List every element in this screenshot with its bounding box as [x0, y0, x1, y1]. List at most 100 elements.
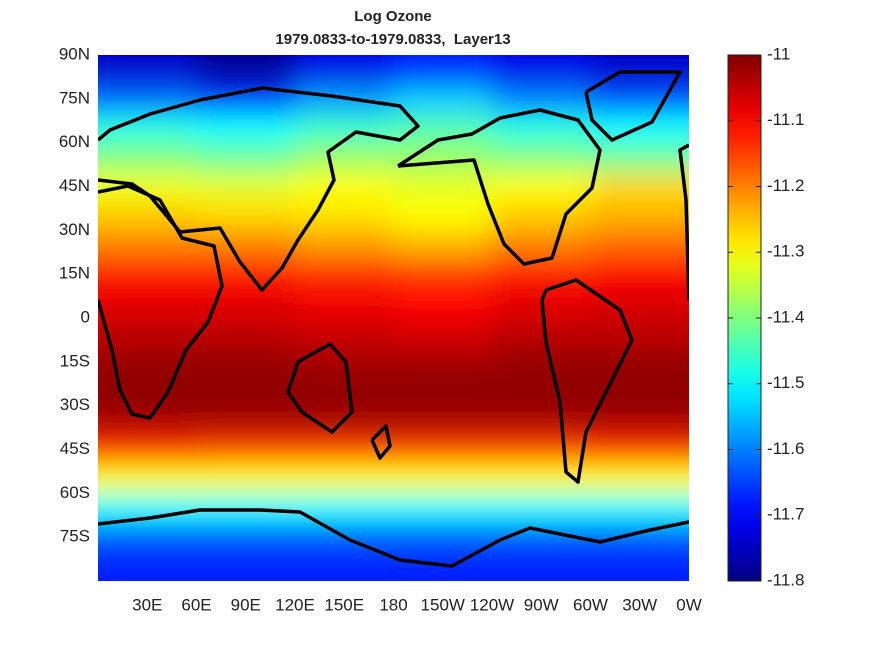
- heat-cell: [98, 464, 198, 495]
- heat-cell: [295, 259, 395, 290]
- heat-cell: [590, 434, 689, 466]
- heat-cell: [196, 259, 296, 290]
- heat-cell: [196, 405, 296, 436]
- y-tick-label: 45S: [60, 439, 90, 458]
- x-tick-label: 90W: [524, 595, 559, 614]
- heat-cell: [393, 259, 493, 290]
- heat-cell: [295, 171, 395, 203]
- heat-cell: [98, 522, 198, 553]
- heat-cell: [492, 376, 592, 407]
- heat-cell: [492, 493, 592, 524]
- heat-cell: [196, 464, 296, 495]
- heat-cell: [492, 318, 592, 349]
- coastline: [584, 70, 682, 142]
- heat-cell: [98, 376, 198, 407]
- y-tick-label: 75S: [60, 527, 90, 546]
- heat-cell: [393, 434, 493, 466]
- heat-cell: [98, 55, 198, 86]
- colorbar-tick-label: -11.3: [767, 242, 805, 261]
- y-tick-label: 60N: [59, 132, 90, 151]
- x-tick-label: 150W: [421, 595, 465, 614]
- heat-cell: [98, 318, 198, 349]
- y-tick-label: 30S: [60, 395, 90, 414]
- heat-cell: [98, 201, 198, 232]
- heat-cell: [295, 55, 395, 86]
- y-tick-label: 30N: [59, 220, 90, 239]
- y-tick-label: 45N: [59, 176, 90, 195]
- coastline: [678, 143, 689, 301]
- heat-cell: [590, 230, 689, 261]
- heat-cell: [196, 288, 296, 319]
- heat-cell: [590, 84, 689, 115]
- heat-cell: [393, 405, 493, 436]
- heat-cell: [196, 376, 296, 407]
- heat-cell: [393, 522, 493, 553]
- heat-cell: [492, 142, 592, 173]
- heat-cell: [492, 551, 592, 581]
- heat-cell: [196, 434, 296, 466]
- heat-cell: [393, 376, 493, 407]
- heat-cell: [590, 551, 689, 581]
- heat-cell: [590, 464, 689, 495]
- heat-cell: [295, 434, 395, 466]
- y-tick-label: 15N: [59, 264, 90, 283]
- heat-cell: [98, 142, 198, 173]
- heat-cell: [590, 405, 689, 436]
- y-tick-label: 75N: [59, 88, 90, 107]
- chart-subtitle: 1979.0833-to-1979.0833, Layer13: [275, 31, 510, 48]
- heat-cell: [590, 288, 689, 319]
- heat-cell: [590, 522, 689, 553]
- x-tick-label: 30W: [622, 595, 657, 614]
- colorbar-tick-label: -11.5: [767, 373, 805, 392]
- heat-cell: [492, 230, 592, 261]
- heat-cell: [393, 288, 493, 319]
- coastline: [98, 86, 420, 292]
- heat-cell: [393, 201, 493, 232]
- colorbar-tick-label: -11.1: [767, 110, 805, 129]
- x-tick-label: 60W: [573, 595, 608, 614]
- heat-cell: [196, 201, 296, 232]
- heat-cell: [295, 230, 395, 261]
- coastline: [98, 508, 689, 568]
- heat-cell: [196, 142, 296, 173]
- heat-cell: [590, 142, 689, 173]
- heat-cell: [295, 551, 395, 581]
- y-tick-label: 15S: [60, 351, 90, 370]
- heat-cell: [590, 347, 689, 378]
- heat-cell: [393, 171, 493, 203]
- colorbar-tick-label: -11.7: [767, 505, 805, 524]
- heat-cell: [98, 288, 198, 319]
- y-tick-label: 0: [81, 307, 90, 326]
- heat-cell: [393, 84, 493, 115]
- heat-cell: [295, 464, 395, 495]
- heat-cell: [492, 171, 592, 203]
- x-tick-label: 120E: [275, 595, 315, 614]
- colorbar: [727, 54, 762, 582]
- heat-cell: [98, 84, 198, 115]
- colorbar-tick-label: -11.2: [767, 176, 805, 195]
- heat-cell: [196, 55, 296, 86]
- colorbar-tick-label: -11: [767, 44, 790, 63]
- x-tick-label: 60E: [181, 595, 211, 614]
- heat-cell: [295, 376, 395, 407]
- heat-cell: [98, 259, 198, 290]
- heat-cell: [196, 318, 296, 349]
- x-tick-label: 180: [379, 595, 407, 614]
- heat-cell: [393, 464, 493, 495]
- heat-cell: [492, 259, 592, 290]
- colorbar-tick-label: -11.4: [767, 307, 805, 326]
- heat-cell: [393, 318, 493, 349]
- heat-cell: [98, 434, 198, 466]
- heat-cell: [295, 288, 395, 319]
- coastline: [397, 108, 602, 266]
- y-tick-label: 90N: [59, 44, 90, 63]
- coastline: [370, 424, 392, 460]
- heat-cell: [492, 55, 592, 86]
- x-tick-label: 0W: [676, 595, 702, 614]
- coastline: [98, 184, 224, 420]
- heat-cell: [393, 347, 493, 378]
- heat-cell: [590, 318, 689, 349]
- heat-cell: [295, 142, 395, 173]
- heat-cell: [98, 405, 198, 436]
